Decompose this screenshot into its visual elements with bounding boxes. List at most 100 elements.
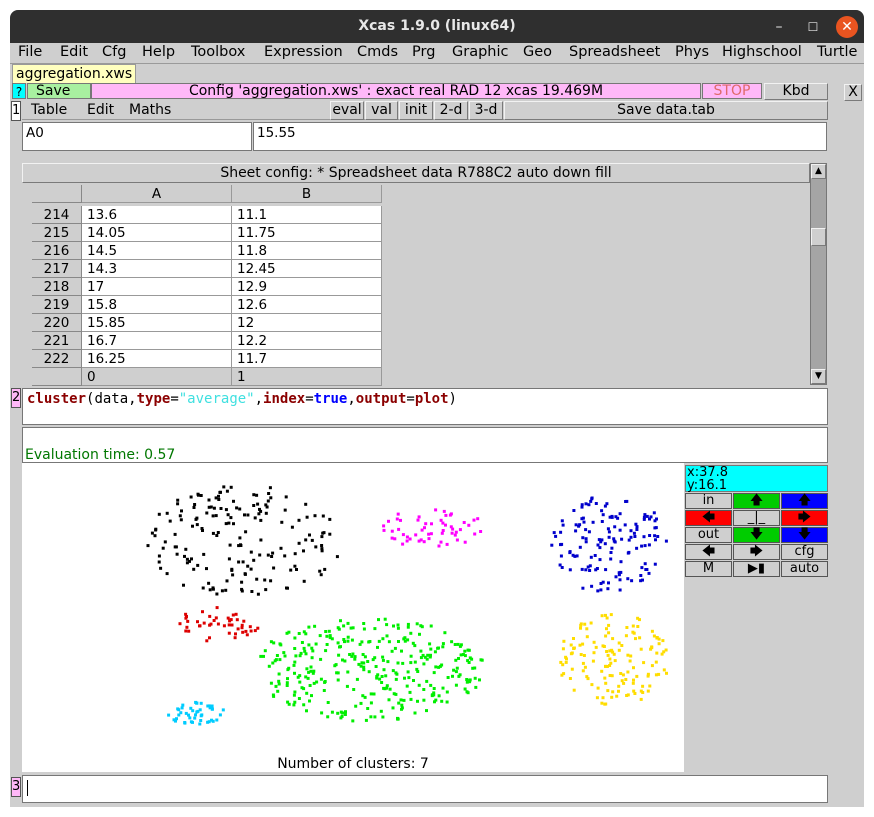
data-point	[248, 625, 252, 629]
cfg-button[interactable]: cfg	[781, 544, 828, 560]
cell-a[interactable]: 14.5	[82, 242, 232, 260]
menu-file[interactable]: File	[18, 44, 43, 60]
row-number[interactable]: 220	[32, 314, 82, 332]
tab-aggregation[interactable]: aggregation.xws	[12, 64, 136, 83]
init-button[interactable]: init	[399, 101, 433, 120]
close-window-icon[interactable]: ✕	[836, 16, 858, 38]
menu-help[interactable]: Help	[142, 44, 176, 60]
sheet-scrollbar[interactable]: ▲ ▼	[810, 163, 827, 385]
sheet-menu-maths[interactable]: Maths	[129, 102, 172, 118]
cell-a[interactable]: 14.05	[82, 224, 232, 242]
scroll-thumb[interactable]	[811, 228, 826, 246]
right-red-icon[interactable]: 🡆	[781, 510, 828, 526]
close-session-button[interactable]: X	[844, 84, 862, 101]
cell-b[interactable]: 11.1	[232, 206, 382, 224]
left-arrow-icon[interactable]: 🡄	[685, 544, 732, 560]
level-number-1[interactable]: 1	[11, 101, 21, 121]
plot-area[interactable]: Number of clusters: 7	[22, 463, 684, 772]
cell-b[interactable]: 12.6	[232, 296, 382, 314]
auto-button[interactable]: auto	[781, 561, 828, 577]
cell-a[interactable]: 15.85	[82, 314, 232, 332]
scroll-up-icon[interactable]: ▲	[811, 164, 826, 179]
row-number[interactable]: 216	[32, 242, 82, 260]
menu-geo[interactable]: Geo	[523, 44, 553, 60]
cell-b[interactable]: 12.9	[232, 278, 382, 296]
config-button[interactable]: Config 'aggregation.xws' : exact real RA…	[91, 83, 701, 99]
zoom-out-button[interactable]: out	[685, 527, 732, 543]
down-blue-icon[interactable]: 🡇	[781, 527, 828, 543]
menu-toolbox[interactable]: Toolbox	[191, 44, 246, 60]
row-number[interactable]: 214	[32, 206, 82, 224]
data-point	[478, 678, 481, 682]
command-line[interactable]: cluster(data,type="average",index=true,o…	[22, 388, 828, 425]
data-point	[312, 669, 316, 673]
data-point	[428, 655, 432, 659]
cell-a[interactable]: 13.6	[82, 206, 232, 224]
scroll-down-icon[interactable]: ▼	[811, 369, 826, 384]
minimize-icon[interactable]: –	[775, 19, 783, 35]
stop-button[interactable]: STOP	[702, 83, 762, 99]
cell-b[interactable]: 12.2	[232, 332, 382, 350]
left-red-icon[interactable]: 🡄	[685, 510, 732, 526]
cell-a[interactable]: 16.7	[82, 332, 232, 350]
help-button[interactable]: ?	[12, 83, 26, 99]
sheet-menu-table[interactable]: Table	[31, 102, 68, 118]
cell-a[interactable]: 17	[82, 278, 232, 296]
menu-turtle[interactable]: Turtle	[817, 44, 858, 60]
cell-b[interactable]: 11.75	[232, 224, 382, 242]
menu-cmds[interactable]: Cmds	[357, 44, 399, 60]
row-number[interactable]: 218	[32, 278, 82, 296]
up-green-icon[interactable]: 🡅	[733, 493, 780, 509]
row-number[interactable]: 222	[32, 350, 82, 368]
cell-b[interactable]: 11.7	[232, 350, 382, 368]
menu-cfg[interactable]: Cfg	[102, 44, 127, 60]
cell-b[interactable]: 11.8	[232, 242, 382, 260]
menu-phys[interactable]: Phys	[675, 44, 710, 60]
column-header-b[interactable]: B	[232, 185, 382, 203]
3d-button[interactable]: 3-d	[469, 101, 503, 120]
maximize-icon[interactable]: ☐	[807, 20, 819, 34]
level-number-2[interactable]: 2	[11, 388, 21, 408]
menu-prg[interactable]: Prg	[412, 44, 436, 60]
2d-button[interactable]: 2-d	[434, 101, 468, 120]
cell-b[interactable]: 12	[232, 314, 382, 332]
down-green-icon[interactable]: 🡇	[733, 527, 780, 543]
data-point	[226, 616, 230, 620]
row-number[interactable]: 217	[32, 260, 82, 278]
zoom-in-button[interactable]: in	[685, 493, 732, 509]
data-point	[626, 670, 630, 674]
menu-graphic[interactable]: Graphic	[452, 44, 509, 60]
play-step-icon[interactable]: ▶▮	[733, 561, 780, 577]
menu-edit[interactable]: Edit	[60, 44, 89, 60]
eval-button[interactable]: eval	[330, 101, 364, 120]
row-number[interactable]: 219	[32, 296, 82, 314]
command-input-3[interactable]	[22, 775, 828, 803]
data-point	[377, 639, 381, 643]
sheet-config-button[interactable]: Sheet config: * Spreadsheet data R788C2 …	[22, 163, 810, 183]
corner-cell[interactable]	[32, 185, 82, 203]
cell-b[interactable]: 12.45	[232, 260, 382, 278]
menu-highschool[interactable]: Highschool	[722, 44, 802, 60]
save-data-button[interactable]: Save data.tab	[504, 101, 828, 120]
cell-name-field[interactable]: A0	[22, 122, 252, 151]
sheet-menu-edit[interactable]: Edit	[87, 102, 115, 118]
cell-a[interactable]: 15.8	[82, 296, 232, 314]
right-arrow-icon[interactable]: 🡆	[733, 544, 780, 560]
up-blue-icon[interactable]: 🡅	[781, 493, 828, 509]
cell-a[interactable]: 16.25	[82, 350, 232, 368]
data-point	[467, 523, 471, 527]
row-number[interactable]: 215	[32, 224, 82, 242]
level-number-3[interactable]: 3	[11, 777, 21, 797]
menu-expression[interactable]: Expression	[264, 44, 343, 60]
menu-spreadsheet[interactable]: Spreadsheet	[569, 44, 661, 60]
column-header-a[interactable]: A	[82, 185, 232, 203]
save-button[interactable]: Save	[27, 83, 91, 99]
row-number[interactable]: 221	[32, 332, 82, 350]
val-button[interactable]: val	[365, 101, 398, 120]
data-point	[479, 530, 483, 533]
m-button[interactable]: M	[685, 561, 732, 577]
cell-a[interactable]: 14.3	[82, 260, 232, 278]
center-button[interactable]: _|_	[733, 510, 780, 526]
kbd-button[interactable]: Kbd	[764, 83, 828, 100]
cell-value-field[interactable]: 15.55	[253, 122, 827, 151]
